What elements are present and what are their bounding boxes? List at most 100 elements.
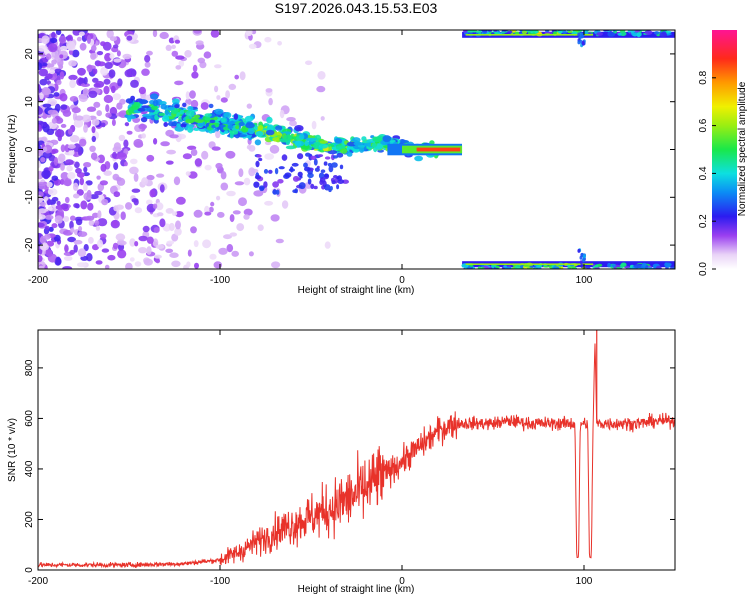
spectrogram-cell — [583, 31, 589, 35]
spectrogram-cell — [139, 100, 149, 104]
spectrogram-cell — [339, 164, 344, 170]
spectrogram-cell — [75, 218, 83, 226]
spectrogram-cell — [514, 264, 522, 269]
spectrogram-cell — [361, 136, 367, 142]
spectrogram-cell — [221, 118, 227, 123]
spectrogram-cell — [612, 30, 616, 32]
spectrogram-cell — [141, 105, 150, 109]
spectrogram-cell — [38, 248, 43, 255]
spectrogram-cell — [579, 255, 583, 260]
snr-y-tick-label: 400 — [24, 460, 35, 477]
spectrogram-cell — [239, 71, 246, 81]
spectrogram-cell — [141, 133, 147, 139]
spectrogram-cell — [185, 171, 191, 177]
spectrogram-cell — [68, 49, 74, 55]
snr-y-tick-label: 0 — [24, 567, 35, 573]
spectrogram-cell — [655, 265, 662, 269]
spectrogram-cell — [103, 85, 110, 95]
spectrogram-cell — [209, 253, 217, 260]
spectrogram-cell — [331, 162, 338, 168]
spectrogram-cell — [126, 35, 133, 41]
spectrogram-cell — [134, 261, 142, 267]
spectrogram-cell — [165, 44, 172, 52]
snr-x-tick-label: 0 — [399, 576, 405, 587]
spectrogram-cell — [60, 123, 67, 128]
spectrogram-cell — [44, 225, 50, 230]
spectrogram-cell — [104, 264, 110, 269]
spectrogram-cell — [67, 236, 76, 243]
spectrogram-cell — [268, 97, 273, 106]
spectrogram-cell — [155, 258, 161, 264]
spectrogram-cell — [68, 150, 75, 156]
spectrogram-cell — [228, 83, 237, 90]
spectrogram-cell — [187, 126, 194, 133]
spectrogram-cell — [263, 123, 269, 126]
spectrogram-cell — [165, 208, 174, 214]
spectrogram-cell — [112, 242, 119, 250]
spectrogram-cell — [159, 218, 166, 228]
spectrogram-cell — [372, 136, 383, 142]
spectrogram-cell — [307, 178, 312, 185]
spectrogram-cell — [146, 199, 153, 205]
spectrogram-cell — [100, 66, 109, 76]
spectrogram-cell — [184, 50, 192, 58]
spectrogram-cell — [118, 134, 126, 142]
spectrogram-cell — [134, 141, 144, 148]
spectrogram-cell — [327, 150, 338, 155]
spectrogram-cell — [144, 61, 151, 68]
spectrogram-cell — [138, 86, 146, 95]
spectrogram-cell — [60, 104, 68, 110]
spectrogram-cell — [72, 49, 80, 58]
spectrogram-cell — [74, 115, 84, 121]
spectrogram-cell — [223, 234, 232, 240]
colorbar-tick-label: 0.6 — [698, 118, 709, 132]
spectrogram-cell — [169, 252, 179, 258]
spectrogram-cell — [38, 200, 41, 206]
spectrogram-cell — [351, 137, 361, 143]
spectrogram-cell — [142, 225, 150, 233]
spectrogram-cell — [319, 177, 326, 183]
spectrogram-cell — [266, 116, 273, 124]
spectrogram-cell — [166, 149, 177, 155]
spectrogram-cell — [174, 211, 184, 218]
spectrogram-cell — [85, 215, 95, 221]
spectrogram-cell — [294, 125, 304, 132]
spectrogram-cell — [247, 127, 255, 135]
spectrogram-cell — [263, 169, 269, 174]
spectrogram-cell — [78, 226, 83, 232]
spectrogram-cell — [73, 203, 80, 208]
spectrogram-cell — [42, 103, 52, 108]
spectrogram-cell — [130, 158, 138, 165]
spectrogram-cell — [110, 85, 116, 94]
spectrogram-cell — [75, 167, 82, 174]
spectrogram-cell — [284, 172, 292, 178]
spectrogram-cell — [54, 103, 61, 112]
spectrogram-cell — [47, 98, 58, 106]
spectrogram-cell — [511, 30, 517, 33]
spectrogram-cell — [174, 125, 185, 132]
spectrogram-cell — [65, 196, 70, 204]
spectrogram-cell — [245, 30, 253, 37]
spectrogram-cell — [346, 141, 357, 147]
spectrogram-cell — [82, 88, 89, 97]
colorbar-gradient — [712, 30, 737, 269]
spectrogram-cell — [91, 135, 97, 143]
spectrogram-cell — [179, 109, 185, 115]
spectrogram-cell — [149, 189, 156, 198]
spectrogram-cell — [47, 253, 58, 263]
spectrogram-cell — [264, 200, 274, 206]
spectrogram-cell — [159, 184, 165, 193]
snr-plot-area — [38, 330, 675, 570]
spectrogram-cell — [209, 119, 216, 124]
spectrogram-cell — [66, 165, 73, 172]
spectrogram-cell — [234, 74, 239, 80]
spectrogram-cell — [56, 79, 62, 85]
spectrogram-cell — [66, 34, 74, 43]
spectrogram-cell — [223, 130, 229, 134]
spectrogram-cell — [155, 202, 164, 211]
spectrogram-cell — [117, 152, 128, 160]
spectrogram-cell — [86, 253, 93, 262]
spectrogram-cell — [248, 145, 256, 152]
spectrogram-cell — [92, 244, 99, 251]
spectrogram-cell — [189, 90, 196, 99]
